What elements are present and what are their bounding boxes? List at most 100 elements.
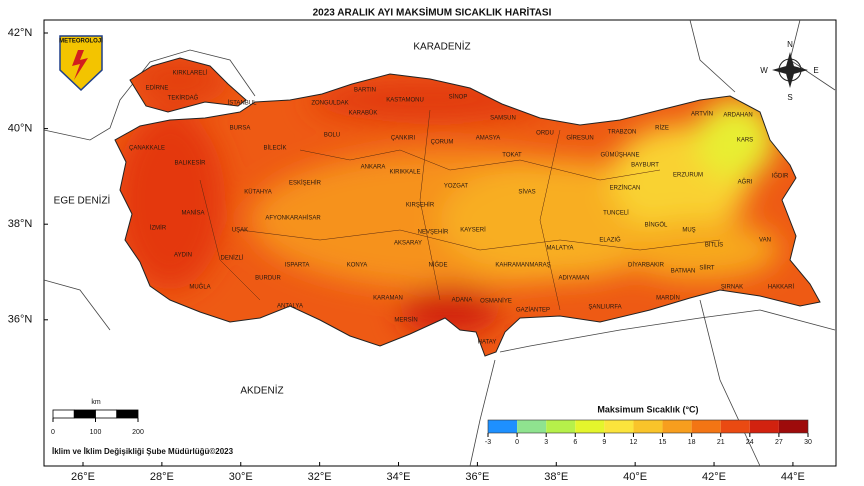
compass-label: N (787, 40, 793, 49)
province-label: ANTALYA (277, 304, 303, 310)
lon-tick-label: 42°E (702, 471, 726, 483)
logo-text: METEOROLOJİ (59, 38, 103, 45)
colorbar-tick-label: 12 (630, 439, 638, 446)
compass-label: S (787, 93, 792, 102)
province-label: TEKİRDAĞ (168, 95, 199, 102)
province-label: AFYONKARAHİSAR (265, 215, 321, 222)
lon-tick-label: 26°E (71, 471, 95, 483)
province-label: MARDİN (656, 295, 680, 302)
province-label: RİZE (655, 125, 669, 132)
province-label: KIRIKKALE (389, 170, 420, 176)
province-label: ANKARA (361, 165, 386, 171)
province-label: ŞANLIURFA (588, 305, 621, 311)
province-label: TOKAT (502, 153, 522, 159)
province-label: BİTLİS (705, 242, 723, 249)
sea-label: AKDENİZ (240, 384, 283, 397)
province-label: BİNGÖL (645, 222, 668, 229)
compass-label: W (760, 66, 768, 75)
colorbar-segment (488, 420, 518, 433)
colorbar-tick-label: 30 (804, 439, 812, 446)
province-label: MUĞLA (189, 284, 210, 291)
province-label: DİYARBAKIR (628, 262, 665, 269)
province-label: SİİRT (699, 265, 715, 272)
province-label: ÇORUM (431, 140, 454, 146)
province-label: KARABÜK (349, 110, 378, 117)
province-label: YOZGAT (444, 184, 469, 190)
lon-tick-label: 38°E (544, 471, 568, 483)
province-label: IĞDIR (772, 173, 789, 180)
sea-label: KARADENİZ (413, 40, 470, 53)
colorbar-tick-label: -3 (485, 439, 491, 446)
lon-tick-label: 36°E (465, 471, 489, 483)
logo: METEOROLOJİ (59, 35, 103, 92)
province-label: MUŞ (682, 228, 695, 234)
province-label: DENİZLİ (220, 255, 243, 262)
scale-tick-label: 200 (132, 429, 144, 436)
province-label: BURSA (230, 126, 251, 132)
scale-segment (73, 409, 96, 419)
province-label: UŞAK (232, 228, 248, 234)
province-label: MANİSA (181, 210, 204, 217)
province-label: ESKİŞEHİR (289, 180, 322, 187)
province-label: VAN (759, 238, 771, 244)
colorbar-segment (778, 420, 808, 433)
colorbar-segment (691, 420, 721, 433)
compass-label: E (813, 66, 818, 75)
colorbar-tick-label: 18 (688, 439, 696, 446)
province-label: ERZİNCAN (610, 185, 641, 192)
province-label: NİĞDE (428, 262, 447, 269)
colorbar-segment (662, 420, 692, 433)
lat-tick-label: 40°N (8, 123, 33, 135)
province-label: KIRŞEHİR (406, 202, 435, 209)
country-outline (114, 57, 821, 357)
province-label: ORDU (536, 131, 554, 137)
province-label: İSTANBUL (228, 100, 258, 107)
province-label: SİVAS (518, 189, 535, 196)
colorbar-tick-label: 24 (746, 439, 754, 446)
scale-segment (95, 409, 118, 419)
province-label: HAKKARİ (768, 284, 795, 291)
colorbar-segment (546, 420, 576, 433)
province-label: AMASYA (476, 136, 501, 142)
province-label: KASTAMONU (386, 98, 424, 104)
province-label: TRABZON (608, 130, 637, 136)
province-label: BURDUR (255, 276, 281, 282)
province-label: ELAZIĞ (599, 237, 621, 244)
colorbar-frame (487, 419, 809, 434)
map-title: 2023 ARALIK AYI MAKSİMUM SICAKLIK HARİTA… (313, 6, 552, 19)
province-label: TUNCELİ (603, 210, 629, 217)
colorbar-segment (517, 420, 547, 433)
province-label: ZONGULDAK (311, 101, 348, 107)
lon-tick-label: 44°E (781, 471, 805, 483)
colorbar-tick-label: 15 (659, 439, 667, 446)
colorbar-tick-label: 0 (515, 439, 519, 446)
province-label: KONYA (347, 263, 368, 269)
province-label: GÜMÜŞHANE (600, 152, 639, 159)
lat-tick-label: 42°N (8, 27, 33, 39)
sea-label: EGE DENİZİ (54, 194, 111, 207)
colorbar-title: Maksimum Sıcaklık (°C) (597, 404, 698, 414)
scale-unit: km (91, 399, 101, 406)
province-label: ARTVİN (691, 111, 713, 118)
colorbar-tick-label: 9 (602, 439, 606, 446)
colorbar-tick-label: 21 (717, 439, 725, 446)
province-label: NEVŞEHİR (418, 229, 449, 236)
province-label: ÇANKIRI (391, 136, 416, 142)
province-label: ADANA (452, 298, 473, 304)
colorbar-segment (633, 420, 663, 433)
province-label: HATAY (478, 340, 497, 346)
province-label: KAHRAMANMARAŞ (495, 263, 550, 269)
compass: N E S W (760, 40, 818, 102)
province-label: KAYSERİ (460, 227, 486, 234)
colorbar-segment (604, 420, 634, 433)
province-label: GİRESUN (566, 135, 593, 142)
province-label: BARTIN (354, 88, 376, 94)
scale-tick-label: 0 (51, 429, 55, 436)
province-label: OSMANİYE (480, 298, 512, 305)
province-label: ARDAHAN (723, 113, 752, 119)
lat-tick-label: 38°N (8, 218, 33, 230)
province-label: KARS (737, 138, 753, 144)
colorbar-tick-label: 6 (573, 439, 577, 446)
scale-segment (52, 409, 75, 419)
